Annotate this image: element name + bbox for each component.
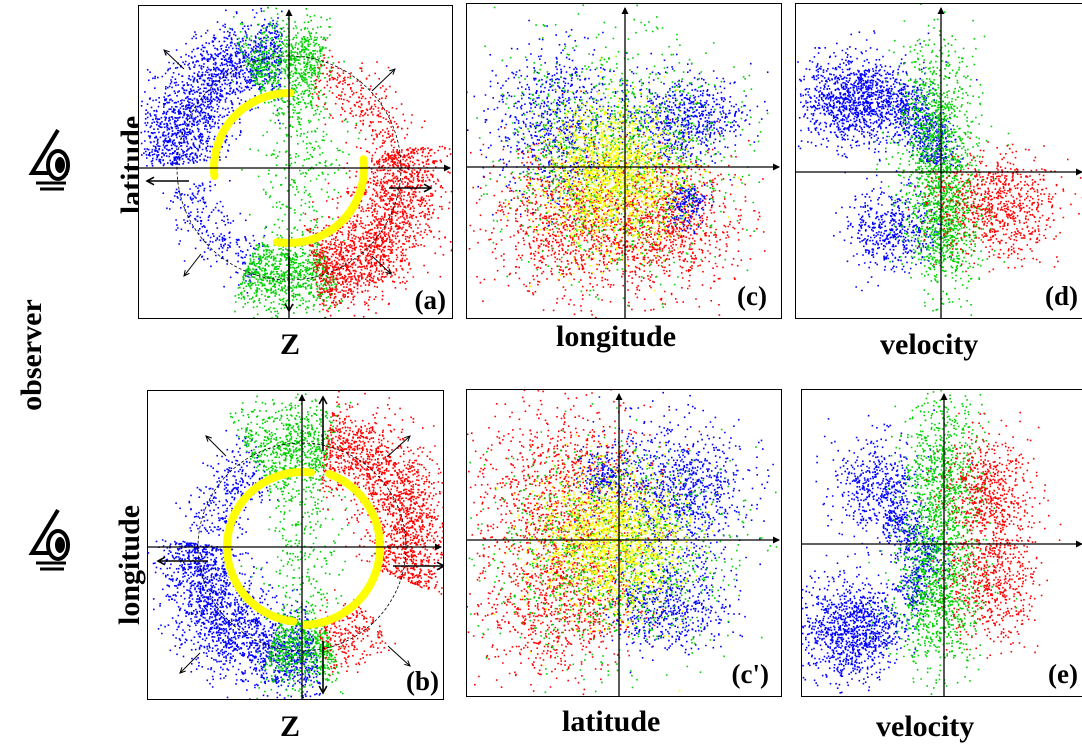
panel-d-plot [796, 4, 1082, 318]
panel-a-tag: (a) [414, 285, 446, 315]
panel-b-tag: (b) [406, 666, 439, 696]
panel-d: (d) [795, 3, 1082, 319]
panel-c2-plot [467, 390, 780, 696]
panel-b-plot [148, 391, 443, 699]
panel-c: (c) [466, 3, 782, 319]
observer-eye-icon [28, 128, 70, 191]
observer-label: observer [15, 299, 48, 411]
panel-a-plot [139, 6, 452, 318]
panel-c-plot [467, 4, 781, 318]
panel-c2: (c') [466, 389, 782, 697]
panel-e-plot [802, 390, 1082, 696]
panel-b-ylabel: longitude [113, 504, 146, 626]
panel-c-tag: (c) [737, 281, 767, 311]
panel-a-xlabel: Z [280, 328, 301, 361]
panel-a: (a) [138, 5, 453, 319]
panel-c-xlabel: longitude [556, 320, 677, 353]
panel-b-xlabel: Z [280, 710, 301, 743]
observer-eye-icon [28, 508, 70, 571]
panel-c2-tag: (c') [731, 659, 769, 689]
panel-c2-xlabel: latitude [562, 705, 661, 738]
panel-e: (e) [801, 389, 1082, 697]
panel-b: (b) [147, 390, 444, 700]
panel-d-xlabel: velocity [880, 328, 979, 361]
panel-e-tag: (e) [1048, 659, 1078, 689]
panel-d-tag: (d) [1045, 281, 1078, 311]
panel-e-xlabel: velocity [876, 710, 975, 743]
